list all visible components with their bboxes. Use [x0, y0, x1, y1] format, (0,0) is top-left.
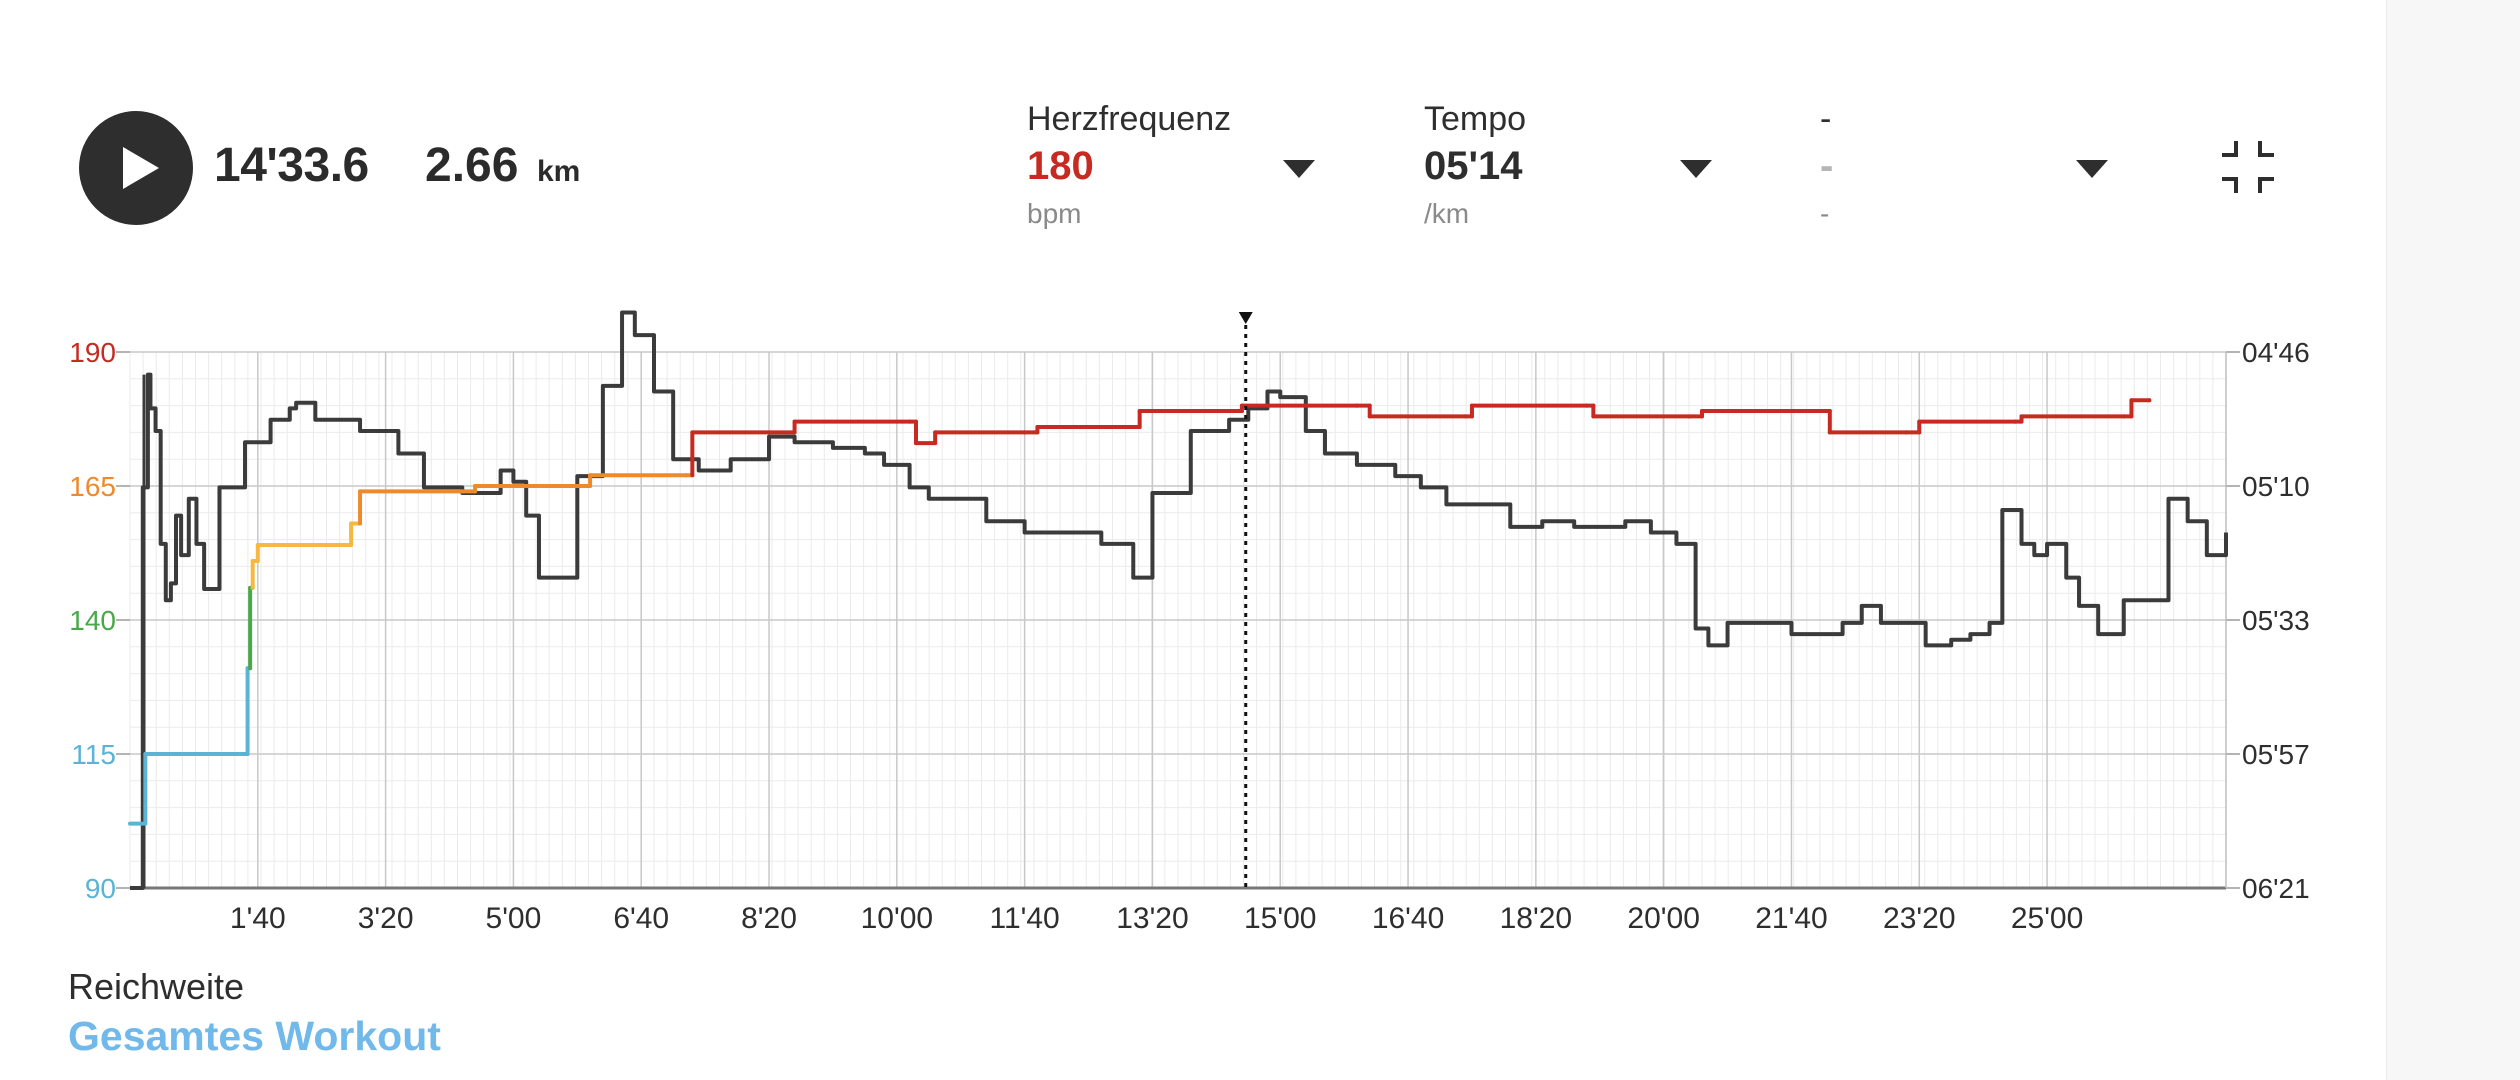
x-tick-label: 15'00 — [1244, 902, 1316, 935]
pace-series-line — [130, 310, 2228, 890]
y-right-tick-label: 05'10 — [2242, 471, 2310, 502]
x-tick-label: 21'40 — [1755, 902, 1827, 935]
metric-value: - — [1820, 144, 1834, 188]
y-right-tick-label: 05'33 — [2242, 605, 2310, 636]
chart-canvas: 1'40 3'20 5'00 6'40 8'20 10'00 11'40 13'20 15'00… — [69, 310, 2310, 935]
chevron-down-icon[interactable] — [2076, 160, 2108, 178]
x-tick-label: 23'20 — [1883, 902, 1955, 935]
x-tick-label: 20'00 — [1627, 902, 1699, 935]
distance-value: 2.66 — [425, 139, 519, 192]
play-icon — [123, 147, 159, 189]
metric-unit: bpm — [1027, 198, 1082, 229]
x-tick-label: 5'00 — [486, 902, 542, 935]
x-tick-label: 6'40 — [613, 902, 669, 935]
metric-pace-selector[interactable]: Tempo 05'14 /km — [1424, 100, 1724, 240]
metric-value: 180 — [1027, 144, 1094, 188]
range-selector[interactable]: Gesamtes Workout — [68, 1013, 441, 1059]
y-right-tick-label: 04'46 — [2242, 337, 2310, 368]
x-tick-label: 25'00 — [2011, 902, 2083, 935]
metric-heart-rate-selector[interactable]: Herzfrequenz 180 bpm — [1027, 100, 1327, 240]
metric-third-selector[interactable]: - - - — [1820, 100, 2120, 240]
collapse-icon — [2222, 141, 2274, 193]
collapse-button[interactable] — [2218, 137, 2278, 197]
y-left-tick-label: 165 — [69, 471, 116, 502]
y-left-tick-label: 115 — [71, 739, 116, 770]
x-tick-label: 3'20 — [358, 902, 414, 935]
playhead-marker-icon — [1238, 312, 1253, 324]
x-tick-label: 8'20 — [741, 902, 797, 935]
range-label: Reichweite — [68, 966, 245, 1007]
x-tick-label: 1'40 — [230, 902, 286, 935]
distance-unit: km — [537, 155, 581, 188]
metric-title: - — [1820, 100, 1832, 138]
metric-title: Herzfrequenz — [1027, 100, 1232, 138]
metric-title: Tempo — [1424, 100, 1527, 138]
elapsed-time: 14'33.6 — [214, 139, 369, 192]
x-tick-label: 18'20 — [1500, 902, 1572, 935]
y-right-tick-label: 06'21 — [2242, 873, 2310, 904]
side-panel-edge — [2386, 0, 2520, 1080]
y-right-tick-label: 05'57 — [2242, 739, 2310, 770]
x-tick-label: 10'00 — [861, 902, 933, 935]
y-left-tick-label: 190 — [69, 337, 116, 368]
chevron-down-icon[interactable] — [1680, 160, 1712, 178]
x-tick-label: 16'40 — [1372, 902, 1444, 935]
y-left-tick-label: 90 — [85, 873, 116, 904]
metric-value: 05'14 — [1424, 144, 1523, 188]
x-tick-label: 11'40 — [990, 902, 1060, 935]
play-button[interactable] — [79, 111, 193, 225]
y-left-tick-label: 140 — [69, 605, 116, 636]
workout-chart[interactable]: 1'40 3'20 5'00 6'40 8'20 10'00 11'40 13'20 15'00… — [0, 300, 2386, 960]
chevron-down-icon[interactable] — [1283, 160, 1315, 178]
metric-unit: - — [1820, 198, 1830, 229]
metric-unit: /km — [1424, 198, 1470, 229]
x-tick-label: 13'20 — [1116, 902, 1188, 935]
